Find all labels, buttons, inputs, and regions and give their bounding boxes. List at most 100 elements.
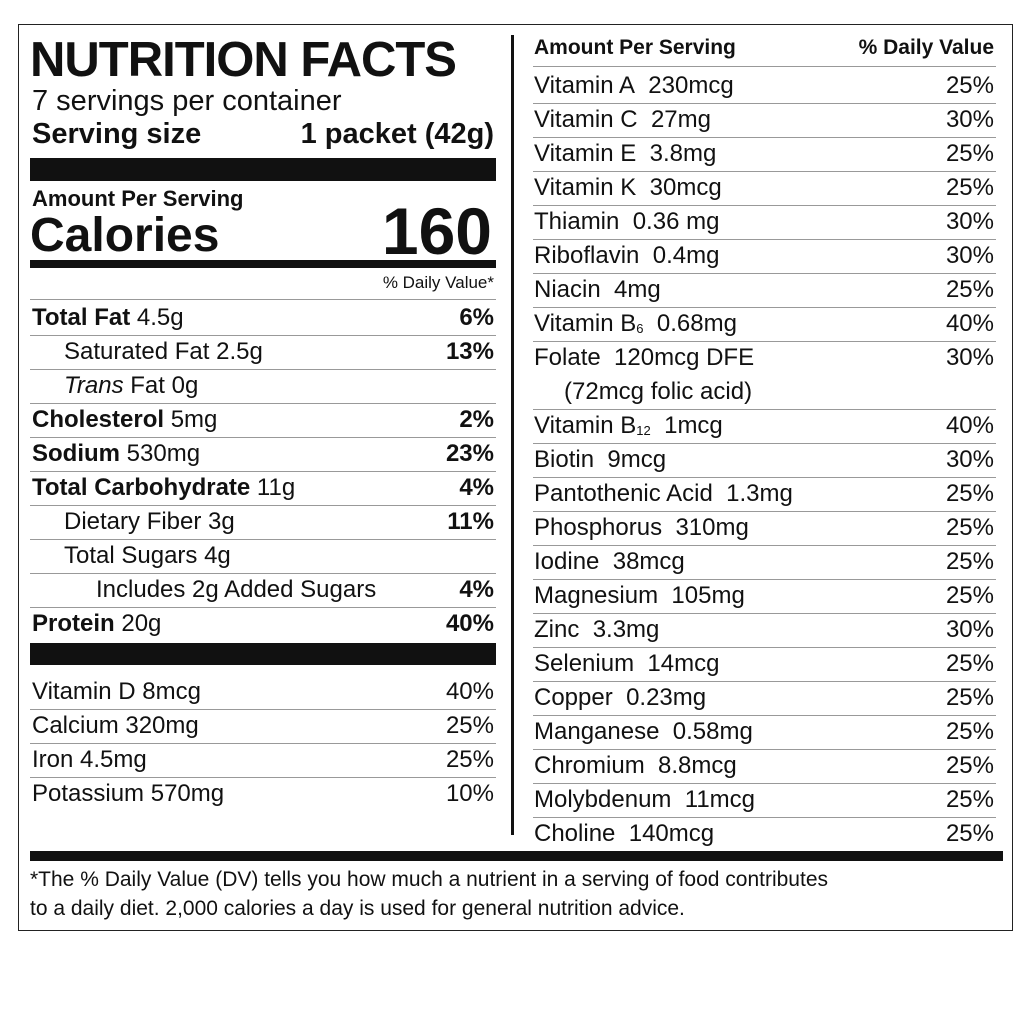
nutrient-name: Total Carbohydrate [32, 474, 251, 501]
nutrient-amount: 11g [256, 474, 296, 501]
footnote-line: to a daily diet. 2,000 calories a day is… [30, 897, 685, 920]
nutrient-row: Vitamin B12 1mcg 40% [534, 409, 994, 443]
medium-rule [30, 260, 496, 268]
right-header-dv: % Daily Value [858, 36, 994, 59]
nutrient-name: Riboflavin [534, 242, 640, 269]
nutrient-name: Vitamin B [534, 310, 637, 337]
rule [533, 477, 996, 478]
daily-value: 40% [445, 610, 494, 637]
nutrient-prefix: Trans [64, 372, 124, 399]
nutrient-name: Choline [534, 820, 616, 847]
nutrient-name: Zinc [534, 616, 580, 643]
rule [533, 783, 996, 784]
daily-value: 40% [945, 412, 994, 439]
nutrient-row: Manganese 0.58mg 25% [534, 715, 994, 749]
nutrient-row: Vitamin K 30mcg 25% [534, 171, 994, 205]
nutrient-row: Folate 120mcg DFE 30% [534, 341, 994, 375]
nutrient-amount: 230mcg [648, 72, 734, 99]
rule [533, 647, 996, 648]
daily-value: 25% [945, 786, 994, 813]
nutrient-name: Cholesterol [32, 406, 165, 433]
daily-value: 4% [459, 576, 494, 603]
right-header-amount: Amount Per Serving [534, 36, 736, 59]
daily-value: 25% [945, 276, 994, 303]
nutrient-amount: 3g [208, 508, 235, 535]
rule [533, 273, 996, 274]
nutrient-row: Potassium 570mg 10% [32, 777, 494, 811]
nutrient-name: Protein [32, 610, 115, 637]
nutrient-row: Niacin 4mg 25% [534, 273, 994, 307]
rule [533, 681, 996, 682]
nutrient-name: Fat [130, 372, 165, 399]
nutrient-name: Iodine [534, 548, 600, 575]
nutrient-amount: 105mg [671, 582, 745, 609]
nutrient-row: Iron 4.5mg 25% [32, 743, 494, 777]
nutrient-row: Phosphorus 310mg 25% [534, 511, 994, 545]
rule [533, 137, 996, 138]
amount-per-serving: Amount Per Serving [32, 186, 244, 211]
rule [30, 299, 496, 300]
daily-value: 25% [945, 480, 994, 507]
nutrient-row: Thiamin 0.36 mg 30% [534, 205, 994, 239]
nutrient-amount: 0g [171, 372, 199, 399]
daily-value: 10% [445, 780, 494, 807]
nutrient-row: Sodium 530mg 23% [32, 437, 494, 471]
rule [30, 437, 496, 438]
rule [30, 403, 496, 404]
nutrient-name: Pantothenic Acid [534, 480, 713, 507]
nutrient-name: Saturated Fat [64, 338, 210, 365]
nutrient-row: Calcium 320mg 25% [32, 709, 494, 743]
nutrient-amount: 0.23mg [626, 684, 707, 711]
nutrient-amount: 2.5g [216, 338, 263, 365]
rule [533, 409, 996, 410]
nutrient-amount: 3.3mg [592, 616, 660, 643]
rule [30, 777, 496, 778]
nutrient-amount: 4.5g [136, 304, 184, 331]
rule [30, 573, 496, 574]
calories-value: 160 [381, 194, 492, 268]
nutrient-row: Zinc 3.3mg 30% [534, 613, 994, 647]
nutrient-row: Saturated Fat 2.5g 13% [64, 335, 494, 369]
nutrient-name: Copper [534, 684, 613, 711]
nutrient-amount: 0.4mg [652, 242, 720, 269]
nutrient-amount: 0.58mg [672, 718, 753, 745]
nutrient-amount: 4g [204, 542, 231, 569]
nutrient-amount: 4.5mg [80, 746, 147, 773]
nutrient-amount: 5mg [170, 406, 218, 433]
nutrient-amount: 27mg [650, 106, 711, 133]
nutrient-name: Calcium [32, 712, 119, 739]
daily-value: 30% [945, 344, 994, 371]
nutrient-amount: 20g [121, 610, 162, 637]
rule [533, 817, 996, 818]
nutrient-name: Vitamin C [534, 106, 638, 133]
rule [533, 579, 996, 580]
daily-value: 30% [945, 616, 994, 643]
rule [533, 749, 996, 750]
nutrient-amount: 530mg [126, 440, 201, 467]
serving-size-value: 1 packet (42g) [300, 118, 494, 150]
daily-value: 25% [945, 582, 994, 609]
daily-value: 25% [445, 712, 494, 739]
daily-value: 30% [945, 242, 994, 269]
nutrient-name: Sodium [32, 440, 120, 467]
nutrient-name: Chromium [534, 752, 645, 779]
nutrient-row: Trans Fat 0g [64, 369, 494, 403]
nutrient-name: Folate [534, 344, 601, 371]
rule [533, 66, 996, 67]
frame [18, 24, 1013, 931]
nutrient-row: Cholesterol 5mg 2% [32, 403, 494, 437]
rule [533, 239, 996, 240]
rule [533, 103, 996, 104]
nutrient-row: Molybdenum 11mcg 25% [534, 783, 994, 817]
daily-value: 25% [945, 718, 994, 745]
thick-rule [30, 158, 496, 181]
rule [30, 505, 496, 506]
daily-value: 30% [945, 446, 994, 473]
rule [30, 743, 496, 744]
nutrient-row: Total Fat 4.5g 6% [32, 301, 494, 335]
nutrient-amount: 4mg [614, 276, 661, 303]
nutrient-name: Total Sugars [64, 542, 198, 569]
nutrient-amount: 11mcg [684, 786, 756, 813]
nutrient-row: Chromium 8.8mcg 25% [534, 749, 994, 783]
